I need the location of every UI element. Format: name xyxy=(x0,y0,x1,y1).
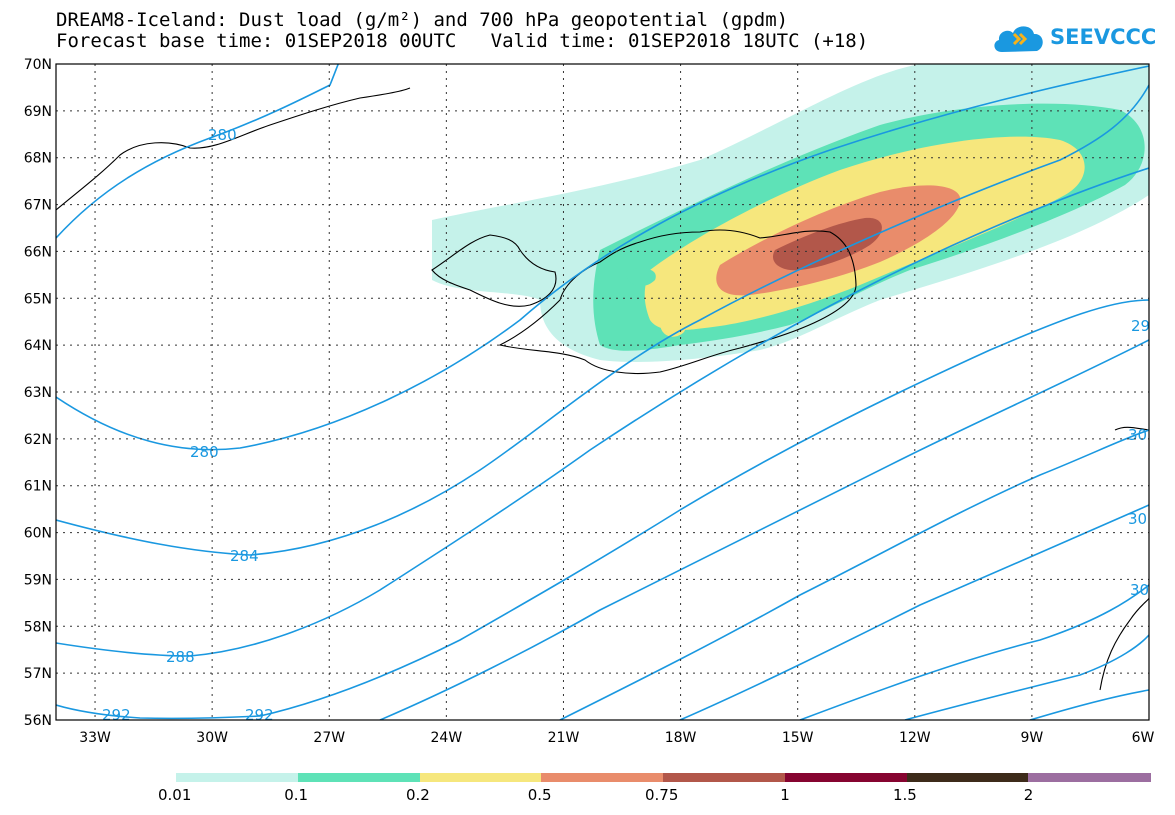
latitude-label: 56N xyxy=(24,713,52,729)
cloud-logo-icon xyxy=(994,26,1043,52)
legend-swatch xyxy=(419,773,542,782)
graticule xyxy=(56,64,1149,720)
iceland-coast xyxy=(498,229,857,375)
legend-swatch xyxy=(663,773,786,782)
legend-label: 2 xyxy=(1023,786,1034,804)
contour-line xyxy=(379,339,1149,720)
contour-label: 288 xyxy=(166,648,195,666)
contour-label: 292 xyxy=(245,706,274,724)
latitude-label: 58N xyxy=(24,619,52,635)
legend-swatch xyxy=(176,773,299,782)
longitude-label: 27W xyxy=(313,730,345,746)
coastlines xyxy=(56,87,1149,691)
latitude-label: 64N xyxy=(24,338,52,354)
latitude-label: 66N xyxy=(24,244,52,260)
legend-swatch xyxy=(297,773,420,782)
legend-label: 0.5 xyxy=(527,786,552,804)
contour-line xyxy=(799,584,1149,720)
contour-line xyxy=(1029,689,1149,720)
legend-label: 0.2 xyxy=(406,786,430,804)
longitude-label: 30W xyxy=(196,730,228,746)
dust-band-0.75 xyxy=(772,217,882,271)
contour-line xyxy=(56,65,1149,451)
contour-label: 284 xyxy=(230,547,259,565)
latitude-label: 61N xyxy=(24,479,52,495)
longitude-label: 9W xyxy=(1021,730,1044,746)
greenland-coast xyxy=(56,87,411,211)
latitude-label: 60N xyxy=(24,526,52,542)
contour-line xyxy=(679,504,1149,720)
contour-label: 30 xyxy=(1128,510,1147,528)
logo-text: SEEVCCC xyxy=(1050,25,1157,49)
latitude-labels: 70N 69N 68N 67N 66N 65N 64N 63N 62N 61N 60N 59N 58N 5… xyxy=(24,57,52,729)
norway-coast xyxy=(1099,597,1149,691)
seevccc-logo: SEEVCCC xyxy=(990,18,1156,58)
color-legend xyxy=(176,773,1151,782)
longitude-label: 21W xyxy=(548,730,580,746)
forecast-time-subtitle: Forecast base time: 01SEP2018 00UTC Vali… xyxy=(56,30,869,52)
map-frame xyxy=(55,63,1150,721)
legend-label: 0.1 xyxy=(284,786,309,804)
latitude-label: 67N xyxy=(24,198,52,214)
latitude-label: 63N xyxy=(24,385,52,401)
contour-label: 280 xyxy=(190,443,219,461)
latitude-label: 62N xyxy=(24,432,52,448)
contour-line xyxy=(904,634,1149,720)
longitude-label: 24W xyxy=(431,730,463,746)
latitude-label: 57N xyxy=(24,666,52,682)
contour-line xyxy=(559,429,1149,720)
contour-label: 30 xyxy=(1128,426,1147,444)
latitude-label: 68N xyxy=(24,151,52,167)
dust-patch xyxy=(660,322,686,337)
latitude-label: 69N xyxy=(24,104,52,120)
legend-swatch xyxy=(906,773,1029,782)
iceland-westfjords xyxy=(431,234,557,307)
contour-line xyxy=(56,299,1149,720)
geopotential-contours xyxy=(56,64,1149,720)
longitude-label: 33W xyxy=(79,730,111,746)
legend-swatch xyxy=(541,773,664,782)
contour-line xyxy=(56,64,340,239)
contour-line xyxy=(56,84,1149,556)
legend-label: 0.01 xyxy=(158,786,192,804)
legend-label: 1 xyxy=(780,786,790,804)
longitude-labels: 33W 30W 27W 24W 21W 18W 15W 12W 9W 6W xyxy=(79,730,1154,746)
latitude-label: 65N xyxy=(24,291,52,307)
contour-label: 292 xyxy=(102,706,131,724)
longitude-label: 18W xyxy=(665,730,697,746)
legend-swatch xyxy=(1028,773,1151,782)
contour-labels: 280 280 284 288 292 292 29 30 30 30 xyxy=(102,126,1150,724)
scotland-coast xyxy=(1114,426,1149,431)
longitude-label: 12W xyxy=(899,730,931,746)
latitude-label: 59N xyxy=(24,572,52,588)
contour-line xyxy=(56,167,1149,657)
legend-swatch xyxy=(784,773,907,782)
contour-label: 29 xyxy=(1131,317,1150,335)
latitude-label: 70N xyxy=(24,57,52,73)
map-title: DREAM8-Iceland: Dust load (g/m²) and 700… xyxy=(56,9,789,31)
map-plot-area: 280 280 284 288 292 292 29 30 30 30 xyxy=(56,64,1150,724)
contour-label: 280 xyxy=(208,126,237,144)
dust-patch xyxy=(625,268,656,287)
longitude-label: 6W xyxy=(1132,730,1155,746)
longitude-label: 15W xyxy=(782,730,814,746)
legend-label: 0.75 xyxy=(645,786,679,804)
contour-label: 30 xyxy=(1130,581,1149,599)
legend-label: 1.5 xyxy=(893,786,917,804)
